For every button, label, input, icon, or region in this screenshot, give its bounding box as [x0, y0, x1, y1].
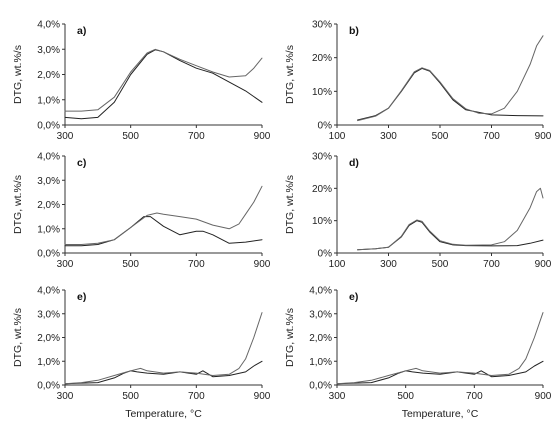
y-tick-label: 30% — [312, 20, 332, 31]
x-tick-label: 300 — [57, 131, 74, 142]
series-line-2 — [357, 187, 544, 251]
y-tick-label: 0% — [318, 121, 333, 132]
panel-label: e) — [349, 291, 358, 303]
x-tick-label: 300 — [57, 391, 74, 402]
y-axis-label: DTG, wt.%/s — [12, 175, 24, 234]
x-tick-label: 100 — [329, 259, 346, 270]
y-tick-label: 1,0% — [309, 357, 332, 368]
x-tick-label: 700 — [483, 131, 500, 142]
y-tick-label: 3,0% — [37, 309, 60, 320]
x-tick-label: 500 — [432, 131, 449, 142]
panel-5: 0,0% 1,0% 2,0% 3,0% 4,0% 300 500 700 900 DTG, wt.… — [12, 286, 271, 421]
y-tick-label: 0% — [318, 249, 333, 260]
y-tick-label: 3,0% — [309, 309, 332, 320]
x-axis-label: Temperature, °C — [402, 408, 479, 420]
panel-label: e) — [77, 291, 86, 303]
x-tick-label: 900 — [535, 259, 552, 270]
series-line-2 — [336, 312, 544, 385]
y-tick-label: 2,0% — [37, 333, 60, 344]
panel-label: a) — [77, 25, 86, 37]
x-tick-label: 500 — [122, 259, 139, 270]
y-tick-label: 4,0% — [37, 152, 60, 163]
y-tick-label: 0,0% — [37, 249, 60, 260]
x-tick-label: 700 — [483, 259, 500, 270]
y-tick-label: 0,0% — [37, 121, 60, 132]
x-tick-label: 300 — [57, 259, 74, 270]
panel-label: d) — [349, 157, 359, 169]
y-tick-label: 0,0% — [37, 381, 60, 392]
y-tick-label: 10% — [312, 87, 332, 98]
y-axis-label: DTG, wt.%/s — [12, 45, 24, 104]
x-tick-label: 300 — [380, 131, 397, 142]
series-line-2 — [64, 312, 263, 385]
y-axis-label: DTG, wt.%/s — [284, 308, 296, 367]
y-tick-label: 0,0% — [309, 381, 332, 392]
axis-lines — [64, 290, 262, 386]
x-tick-label: 900 — [254, 131, 271, 142]
y-tick-label: 1,0% — [37, 95, 60, 106]
series-line-1 — [336, 360, 544, 385]
panel-3: 0,0% 1,0% 2,0% 3,0% 4,0% 300 500 700 900 DTG, wt.… — [12, 152, 271, 271]
series-line-2 — [64, 185, 263, 245]
x-tick-label: 500 — [122, 391, 139, 402]
x-tick-label: 300 — [380, 259, 397, 270]
x-tick-label: 100 — [329, 131, 346, 142]
y-tick-label: 30% — [312, 152, 332, 163]
x-tick-label: 700 — [188, 391, 205, 402]
x-axis-label: Temperature, °C — [125, 408, 202, 420]
panel-label: b) — [349, 25, 359, 37]
y-tick-label: 2,0% — [309, 333, 332, 344]
panel-1: 0,0% 1,0% 2,0% 3,0% 4,0% 300 500 700 900 DTG, wt.… — [12, 20, 271, 143]
x-tick-label: 700 — [188, 259, 205, 270]
series-line-2 — [64, 48, 263, 112]
x-tick-label: 900 — [254, 391, 271, 402]
panel-label: c) — [77, 157, 86, 169]
x-tick-label: 700 — [188, 131, 205, 142]
axis-lines — [64, 156, 262, 254]
y-tick-label: 1,0% — [37, 224, 60, 235]
x-tick-label: 500 — [122, 131, 139, 142]
y-tick-label: 2,0% — [37, 200, 60, 211]
axis-lines — [336, 24, 543, 126]
series-line-2 — [357, 35, 544, 122]
x-tick-label: 300 — [329, 391, 346, 402]
y-tick-label: 3,0% — [37, 45, 60, 56]
series-line-1 — [64, 360, 263, 385]
panel-6: 0,0% 1,0% 2,0% 3,0% 4,0% 300 500 700 900 DTG, wt.… — [284, 286, 552, 421]
y-tick-label: 20% — [312, 53, 332, 64]
x-tick-label: 900 — [535, 391, 552, 402]
x-tick-label: 700 — [466, 391, 483, 402]
series-line-1 — [64, 49, 263, 120]
y-axis-label: DTG, wt.%/s — [284, 175, 296, 234]
x-tick-label: 900 — [254, 259, 271, 270]
x-tick-label: 500 — [432, 259, 449, 270]
y-tick-label: 4,0% — [37, 20, 60, 31]
y-axis-label: DTG, wt.%/s — [12, 308, 24, 367]
x-tick-label: 500 — [397, 391, 414, 402]
panel-4: 0% 10% 20% 30% 100 300 500 700 900 DTG, wt.%/s d) — [284, 152, 552, 271]
y-tick-label: 20% — [312, 184, 332, 195]
axis-lines — [336, 156, 543, 254]
panel-2: 0% 10% 20% 30% 100 300 500 700 900 DTG, wt.%/s b) — [284, 20, 552, 143]
axis-lines — [336, 290, 543, 386]
series-line-1 — [64, 216, 263, 247]
y-tick-label: 3,0% — [37, 176, 60, 187]
y-tick-label: 10% — [312, 216, 332, 227]
x-tick-label: 900 — [535, 131, 552, 142]
y-tick-label: 2,0% — [37, 70, 60, 81]
y-tick-label: 4,0% — [309, 286, 332, 297]
series-line-1 — [357, 220, 544, 251]
y-axis-label: DTG, wt.%/s — [284, 45, 296, 104]
y-tick-label: 4,0% — [37, 286, 60, 297]
y-tick-label: 1,0% — [37, 357, 60, 368]
